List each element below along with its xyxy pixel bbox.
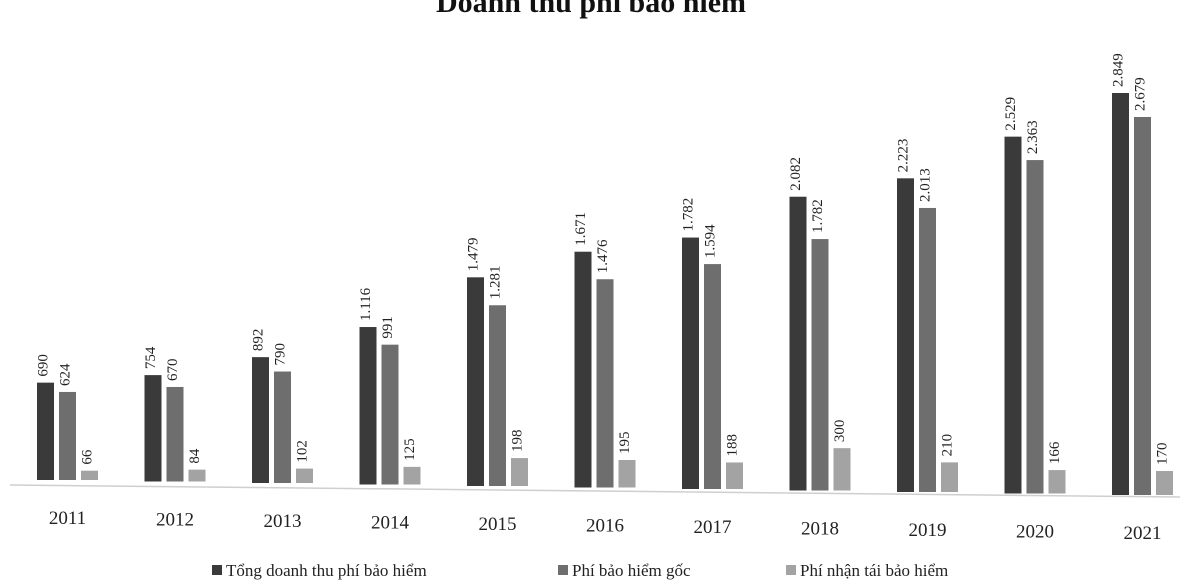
data-label-2016-series-3: 195	[617, 431, 633, 454]
data-label-2015-series-3: 198	[510, 430, 526, 453]
bar-2021-series-2	[1134, 117, 1151, 495]
bar-2021-series-1	[1112, 93, 1129, 495]
bar-2013-series-1	[252, 357, 269, 483]
bar-2017-series-3	[726, 462, 743, 489]
legend-label-1: Tổng doanh thu phí bảo hiểm	[226, 561, 427, 580]
data-label-2011-series-1: 690	[36, 354, 52, 377]
bar-2012-series-2	[167, 387, 184, 482]
bar-2019-series-1	[897, 178, 914, 492]
bar-2016-series-1	[575, 252, 592, 488]
x-tick-label-2013: 2013	[264, 511, 302, 532]
data-label-2017-series-2: 1.594	[703, 224, 719, 258]
data-label-2014-series-3: 125	[402, 438, 418, 461]
data-label-2020-series-1: 2.529	[1003, 97, 1019, 131]
data-label-2016-series-2: 1.476	[595, 239, 611, 273]
data-label-2012-series-2: 670	[165, 358, 181, 381]
bar-2012-series-1	[145, 375, 162, 481]
bar-2020-series-2	[1027, 160, 1044, 493]
bar-2017-series-2	[704, 264, 721, 489]
data-label-2016-series-1: 1.671	[573, 212, 589, 246]
x-tick-label-2012: 2012	[156, 510, 194, 531]
bar-2019-series-2	[919, 208, 936, 492]
data-label-2019-series-3: 210	[940, 434, 956, 457]
data-label-2013-series-2: 790	[273, 343, 289, 366]
x-tick-label-2016: 2016	[586, 516, 624, 537]
data-label-2015-series-1: 1.479	[466, 238, 482, 272]
legend-label-3: Phí nhận tái bảo hiểm	[800, 561, 948, 580]
legend-swatch-3	[786, 565, 796, 575]
bar-2012-series-3	[189, 470, 206, 482]
bar-2013-series-3	[296, 469, 313, 483]
legend: Tổng doanh thu phí bảo hiểm Phí bảo hiểm …	[212, 561, 948, 580]
x-tick-label-2015: 2015	[479, 514, 517, 535]
legend-item-1: Tổng doanh thu phí bảo hiểm	[212, 561, 427, 580]
legend-item-2: Phí bảo hiểm gốc	[558, 561, 691, 580]
data-label-2012-series-3: 84	[187, 448, 203, 464]
x-tick-label-2021: 2021	[1124, 523, 1162, 544]
bar-2020-series-1	[1005, 137, 1022, 494]
data-label-2018-series-2: 1.782	[810, 199, 826, 233]
bar-2016-series-3	[619, 460, 636, 488]
bar-2014-series-3	[404, 467, 421, 485]
data-label-2014-series-1: 1.116	[358, 287, 374, 321]
bar-2013-series-2	[274, 372, 291, 483]
data-label-2021-series-1: 2.849	[1111, 53, 1127, 87]
x-tick-label-2018: 2018	[801, 519, 839, 540]
data-label-2017-series-3: 188	[725, 434, 741, 457]
bar-2014-series-2	[382, 345, 399, 485]
bar-2015-series-2	[489, 305, 506, 486]
bar-2011-series-1	[37, 383, 54, 480]
legend-swatch-1	[212, 565, 222, 575]
x-tick-label-2019: 2019	[909, 520, 947, 541]
data-label-2012-series-1: 754	[143, 346, 159, 369]
bar-2011-series-2	[59, 392, 76, 480]
bar-2017-series-1	[682, 238, 699, 489]
data-label-2017-series-1: 1.782	[681, 198, 697, 232]
data-label-2018-series-1: 2.082	[788, 157, 804, 191]
bar-2019-series-3	[941, 462, 958, 492]
x-tick-label-2020: 2020	[1016, 522, 1054, 543]
bar-2011-series-3	[81, 471, 98, 480]
bar-2016-series-2	[597, 279, 614, 487]
legend-item-3: Phí nhận tái bảo hiểm	[786, 561, 948, 580]
data-label-2020-series-3: 166	[1047, 441, 1063, 464]
bar-2018-series-1	[790, 197, 807, 491]
data-label-2015-series-2: 1.281	[488, 265, 504, 299]
data-label-2018-series-3: 300	[832, 420, 848, 443]
bar-2014-series-1	[360, 327, 377, 484]
data-label-2014-series-2: 991	[380, 316, 396, 339]
data-label-2019-series-1: 2.223	[896, 139, 912, 173]
x-tick-labels: 2011 2012 2013 2014 2015 2016 2017 2018 2019 2020…	[49, 508, 1162, 544]
bar-2018-series-3	[834, 448, 851, 490]
bar-2021-series-3	[1156, 471, 1173, 495]
bar-2020-series-3	[1049, 470, 1066, 493]
data-label-2019-series-2: 2.013	[918, 168, 934, 202]
legend-swatch-2	[558, 565, 568, 575]
data-label-2013-series-1: 892	[251, 329, 267, 352]
chart-title: Doanh thu phí bảo hiểm	[436, 0, 746, 19]
bars-layer	[37, 93, 1173, 495]
x-tick-label-2011: 2011	[49, 508, 86, 529]
legend-label-2: Phí bảo hiểm gốc	[572, 561, 691, 580]
bar-2015-series-1	[467, 277, 484, 486]
bar-2015-series-3	[511, 458, 528, 486]
data-label-2020-series-2: 2.363	[1025, 120, 1041, 154]
x-tick-label-2017: 2017	[694, 517, 732, 538]
data-label-2021-series-3: 170	[1155, 443, 1171, 466]
data-label-2021-series-2: 2.679	[1133, 77, 1149, 111]
data-label-2011-series-2: 624	[58, 363, 74, 386]
x-tick-label-2014: 2014	[371, 513, 410, 534]
bar-2018-series-2	[812, 239, 829, 490]
data-label-2013-series-3: 102	[295, 440, 311, 463]
data-label-2011-series-3: 66	[80, 449, 96, 465]
